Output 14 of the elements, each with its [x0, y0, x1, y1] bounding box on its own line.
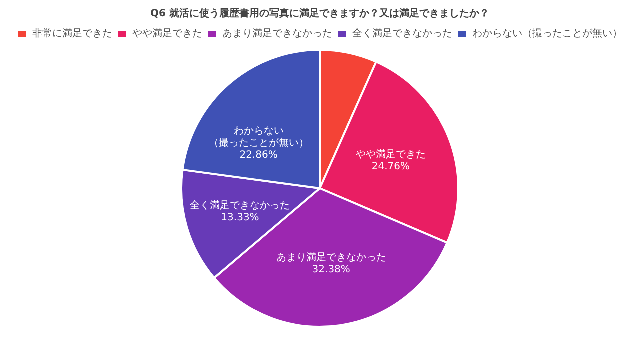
slice-label: 全く満足できなかった	[190, 199, 290, 212]
data-label: 24.76%	[372, 161, 410, 172]
data-label: 32.38%	[312, 264, 350, 276]
legend-label: わからない（撮ったことが無い）	[472, 28, 622, 40]
data-label: 13.33%	[221, 212, 260, 224]
legend-label: やや満足できた	[132, 28, 202, 40]
data-label: 22.86%	[240, 150, 278, 161]
chart-title: Q6 就活に使う履歴書用の写真に満足できますか？又は満足できましたか？	[150, 8, 490, 20]
slice-label: やや満足できた	[356, 148, 426, 160]
legend-label: あまり満足できなかった	[222, 28, 332, 40]
legend-label: 非常に満足できた	[32, 28, 112, 40]
legend-label: 全く満足できなかった	[352, 28, 452, 40]
slice-label: あまり満足できなかった	[276, 251, 386, 264]
slice-label: わからない（撮ったことが無い）	[208, 126, 309, 149]
